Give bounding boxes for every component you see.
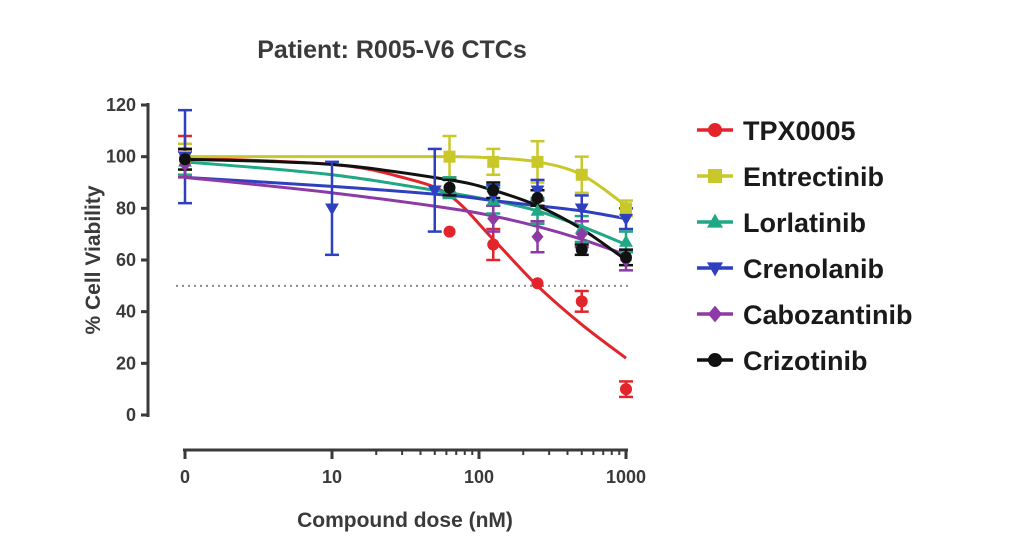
data-points [178,150,633,396]
data-point-crizotinib-0 [179,153,191,166]
data-point-tpx0005-1 [443,225,456,238]
error-bars [178,108,633,399]
x-tick-label-10: 10 [322,467,342,487]
data-point-entrectinib-1 [443,150,456,163]
y-tick-label-80: 80 [116,198,136,218]
legend-label-cabozantinib: Cabozantinib [743,300,913,330]
axes: 0 20 40 60 80 100 120 0 10 100 1000 [106,95,646,487]
data-point-crizotinib-4 [575,243,588,256]
legend-label-entrectinib: Entrectinib [743,162,884,192]
legend-label-lorlatinib: Lorlatinib [743,208,866,238]
data-point-lorlatinib-5 [619,234,633,247]
y-tick-label-60: 60 [116,250,136,270]
data-point-crenolanib-1 [325,203,339,216]
data-point-crenolanib-2 [427,185,442,198]
data-point-tpx0005-3 [531,277,544,290]
chart-title: Patient: R005-V6 CTCs [257,36,527,64]
fit-curve-tpx0005 [184,156,627,360]
data-point-crenolanib-6 [619,213,633,226]
legend-label-tpx0005: TPX0005 [743,116,856,146]
data-point-cabozantinib-3 [575,226,588,242]
x-axis-label: Compound dose (nM) [297,509,513,532]
data-point-cabozantinib-1 [487,211,500,226]
y-tick-label-40: 40 [116,302,136,322]
y-tick-label-100: 100 [106,147,136,167]
data-point-crenolanib-5 [574,203,589,216]
data-point-crenolanib-4 [530,185,545,198]
data-point-crizotinib-3 [531,192,544,204]
fit-curves [184,155,627,360]
data-point-tpx0005-2 [487,238,500,251]
y-tick-label-0: 0 [126,405,136,425]
data-point-entrectinib-4 [575,168,588,181]
data-point-tpx0005-4 [575,295,588,308]
x-tick-label-0: 0 [180,467,190,487]
x-tick-label-100: 100 [464,467,494,487]
legend-marker-tpx0005 [708,123,722,137]
data-point-crizotinib-5 [620,251,632,264]
data-point-crizotinib-1 [443,181,456,194]
x-tick-label-1000: 1000 [606,467,646,487]
y-axis-label: % Cell Viability [82,185,105,334]
data-point-entrectinib-3 [531,155,544,168]
legend-marker-entrectinib [708,169,722,183]
legend-marker-cabozantinib [708,305,722,323]
y-tick-label-120: 120 [106,95,136,115]
data-point-lorlatinib-3 [530,203,545,216]
legend-marker-crizotinib [708,353,722,367]
data-point-crizotinib-2 [487,184,500,197]
legend: TPX0005 Entrectinib Lorlatinib Crenolanib Ca… [697,116,913,376]
data-point-tpx0005-5 [620,383,632,396]
data-point-entrectinib-5 [620,202,632,215]
legend-label-crenolanib: Crenolanib [743,254,884,284]
legend-label-crizotinib: Crizotinib [743,346,867,376]
data-point-cabozantinib-2 [531,229,544,244]
y-tick-label-20: 20 [116,353,136,373]
data-point-entrectinib-2 [487,155,500,168]
legend-marker-crenolanib [706,262,724,277]
legend-marker-lorlatinib [706,213,724,228]
